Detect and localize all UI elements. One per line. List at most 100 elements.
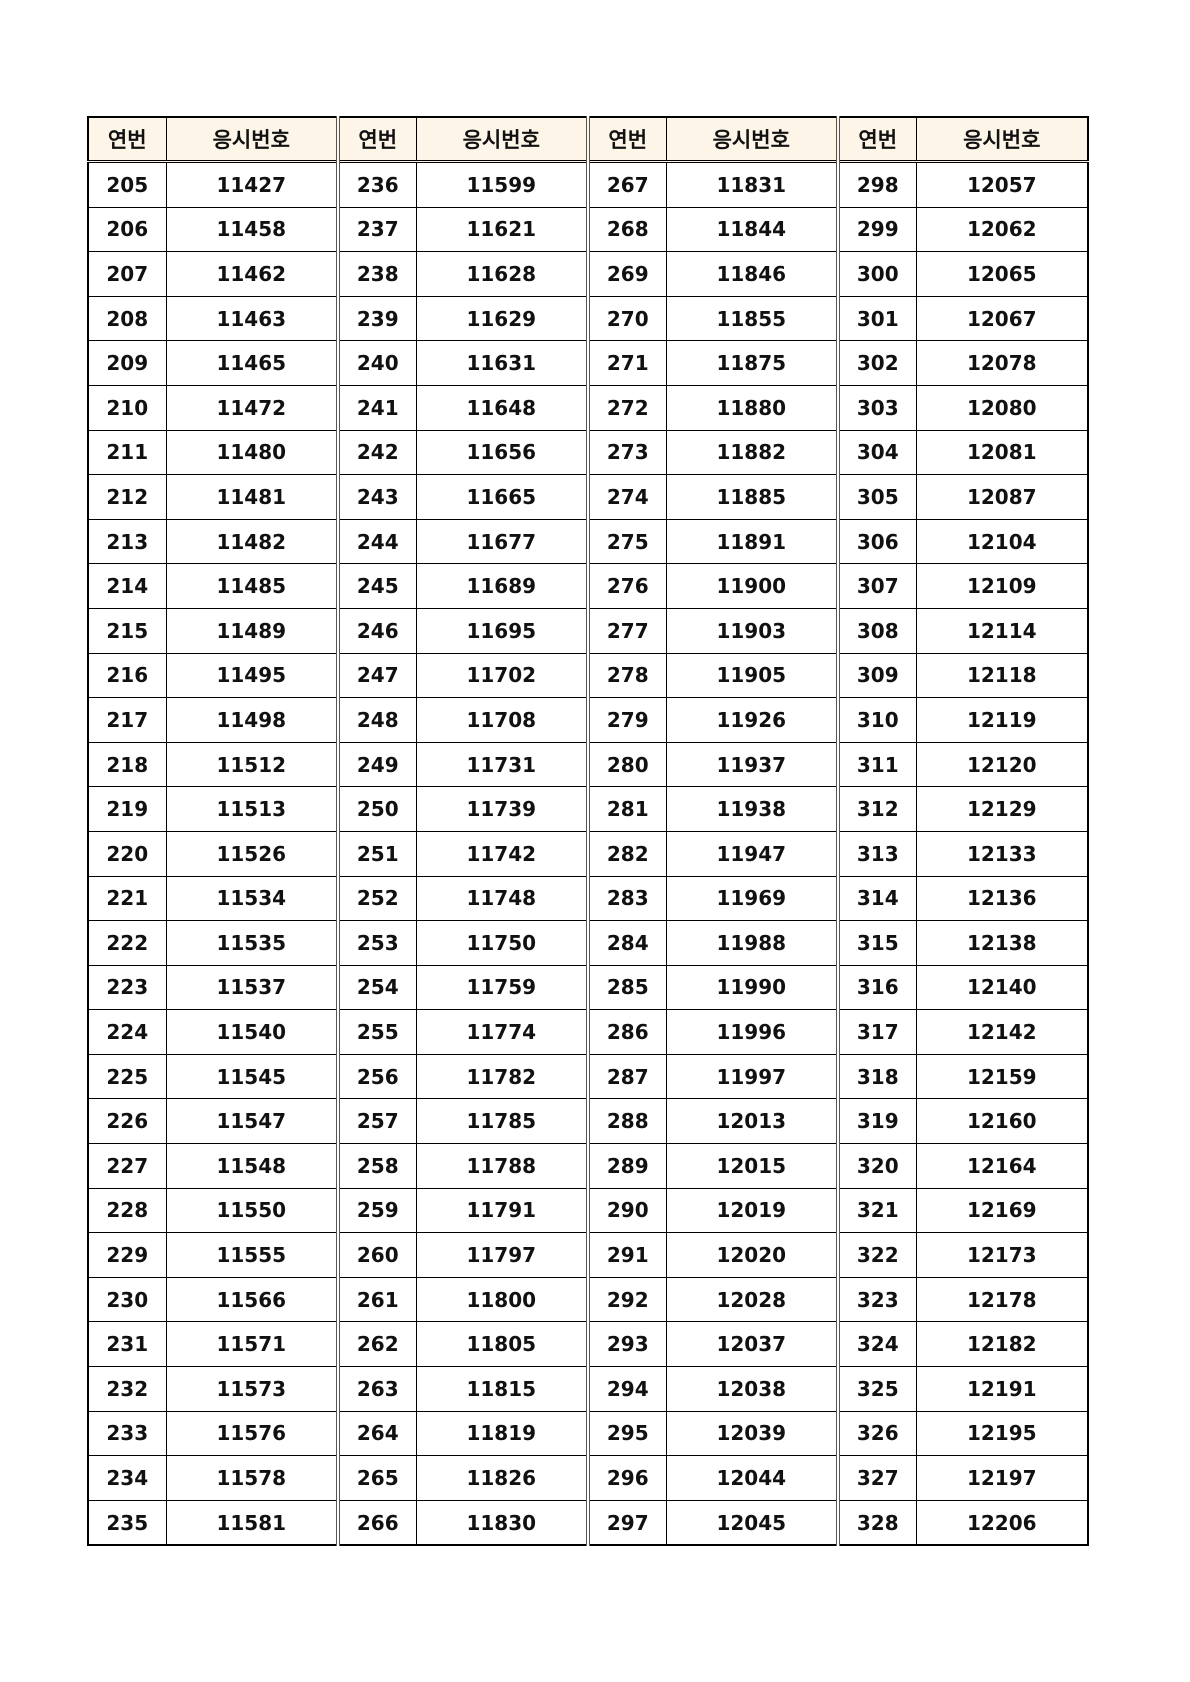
seq-cell: 263 [336,1366,417,1412]
exam-number-cell: 12178 [915,1276,1089,1323]
exam-number-cell: 11844 [665,206,839,253]
seq-cell: 279 [586,697,667,743]
exam-number-cell: 11631 [415,340,589,386]
seq-cell: 317 [836,1009,917,1055]
seq-cell: 209 [87,340,167,386]
seq-cell: 265 [336,1455,417,1501]
seq-cell: 271 [586,340,667,386]
seq-cell: 247 [336,652,417,699]
seq-cell: 306 [836,518,917,565]
exam-number-cell: 11990 [665,964,839,1011]
seq-cell: 294 [586,1366,667,1412]
table-row: 230 11566 261 11800 292 12028 323 12178 [87,1276,1089,1323]
exam-number-cell: 11534 [165,875,339,922]
exam-number-cell: 11548 [165,1143,339,1189]
header-exam-number: 응시번호 [415,116,589,163]
exam-number-cell: 11750 [415,920,589,966]
seq-cell: 213 [87,518,167,565]
seq-cell: 267 [586,161,667,208]
exam-number-cell: 11573 [165,1366,339,1412]
seq-cell: 310 [836,697,917,743]
exam-number-cell: 11547 [165,1098,339,1145]
exam-number-cell: 11702 [415,652,589,699]
exam-number-cell: 11458 [165,206,339,253]
seq-cell: 275 [586,518,667,565]
seq-cell: 239 [336,295,417,342]
exam-number-cell: 11797 [415,1232,589,1278]
exam-number-cell: 11759 [415,964,589,1011]
seq-cell: 293 [586,1321,667,1368]
exam-number-cell: 11427 [165,161,339,208]
exam-number-cell: 11903 [665,607,839,654]
seq-cell: 327 [836,1455,917,1501]
seq-cell: 250 [336,786,417,832]
header-exam-number: 응시번호 [665,116,839,163]
exam-number-cell: 11629 [415,295,589,342]
exam-number-cell: 11576 [165,1410,339,1457]
exam-number-cell: 12114 [915,607,1089,654]
exam-number-cell: 11566 [165,1276,339,1323]
exam-number-cell: 12087 [915,474,1089,520]
exam-number-cell: 11648 [415,384,589,431]
exam-number-cell: 12013 [665,1098,839,1145]
exam-number-cell: 11937 [665,741,839,788]
table-row: 216 11495 247 11702 278 11905 309 12118 [87,652,1089,699]
seq-cell: 315 [836,920,917,966]
seq-cell: 255 [336,1009,417,1055]
seq-cell: 235 [87,1499,167,1546]
exam-number-cell: 12173 [915,1232,1089,1278]
seq-cell: 281 [586,786,667,832]
exam-number-cell: 11742 [415,830,589,877]
exam-number-cell: 12028 [665,1276,839,1323]
seq-cell: 290 [586,1187,667,1234]
seq-cell: 232 [87,1366,167,1412]
exam-number-cell: 12195 [915,1410,1089,1457]
seq-cell: 273 [586,429,667,476]
header-seq: 연번 [586,116,667,163]
seq-cell: 328 [836,1499,917,1546]
exam-number-cell: 12118 [915,652,1089,699]
seq-cell: 225 [87,1053,167,1100]
exam-number-cell: 11846 [665,251,839,297]
exam-number-cell: 12119 [915,697,1089,743]
seq-cell: 227 [87,1143,167,1189]
seq-cell: 228 [87,1187,167,1234]
exam-number-cell: 11900 [665,563,839,609]
seq-cell: 206 [87,206,167,253]
seq-cell: 314 [836,875,917,922]
seq-cell: 224 [87,1009,167,1055]
seq-cell: 238 [336,251,417,297]
seq-cell: 223 [87,964,167,1011]
table-row: 219 11513 250 11739 281 11938 312 12129 [87,786,1089,832]
exam-number-cell: 11885 [665,474,839,520]
seq-cell: 311 [836,741,917,788]
seq-cell: 260 [336,1232,417,1278]
table-row: 232 11573 263 11815 294 12038 325 12191 [87,1366,1089,1412]
exam-number-cell: 11578 [165,1455,339,1501]
exam-number-cell: 11880 [665,384,839,431]
seq-cell: 259 [336,1187,417,1234]
seq-cell: 245 [336,563,417,609]
seq-cell: 300 [836,251,917,297]
exam-number-cell: 11498 [165,697,339,743]
seq-cell: 266 [336,1499,417,1546]
seq-cell: 218 [87,741,167,788]
exam-number-cell: 12129 [915,786,1089,832]
seq-cell: 252 [336,875,417,922]
exam-number-cell: 11988 [665,920,839,966]
exam-number-cell: 11855 [665,295,839,342]
exam-number-cell: 11997 [665,1053,839,1100]
seq-cell: 288 [586,1098,667,1145]
exam-number-cell: 11656 [415,429,589,476]
seq-cell: 268 [586,206,667,253]
exam-number-cell: 11739 [415,786,589,832]
seq-cell: 261 [336,1276,417,1323]
table-row: 206 11458 237 11621 268 11844 299 12062 [87,206,1089,253]
seq-cell: 301 [836,295,917,342]
exam-number-cell: 11550 [165,1187,339,1234]
seq-cell: 302 [836,340,917,386]
exam-number-cell: 12160 [915,1098,1089,1145]
seq-cell: 313 [836,830,917,877]
seq-cell: 257 [336,1098,417,1145]
exam-number-cell: 12138 [915,920,1089,966]
